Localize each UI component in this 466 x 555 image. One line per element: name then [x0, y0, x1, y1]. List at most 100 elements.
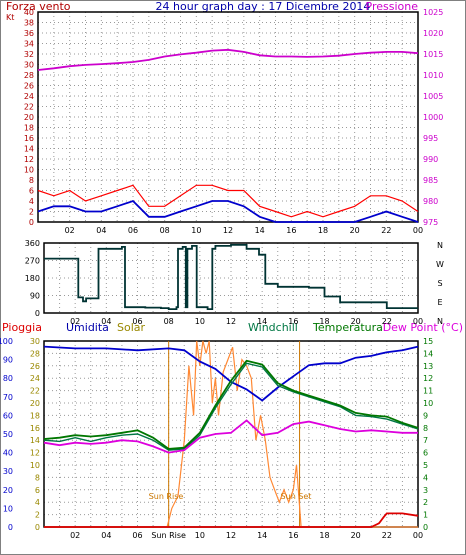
x-tick-label: 00: [413, 226, 423, 235]
left-tick-label: 22: [24, 103, 34, 112]
x-tick-label: 14: [257, 531, 267, 540]
x-tick-label: 04: [96, 226, 106, 235]
humidity-tick-label: 30: [3, 467, 13, 476]
humidity-tick-label: 10: [3, 504, 13, 513]
pressure-series: [37, 48, 419, 71]
temperature-tick-label: 10: [423, 399, 433, 408]
right-tick-label: 1000: [423, 113, 443, 122]
left-tick-label: 32: [24, 50, 34, 59]
plot-area: [37, 11, 419, 223]
x-tick-label: 02: [70, 531, 80, 540]
solar-series: [44, 340, 418, 528]
left-tick-label: 36: [24, 29, 34, 38]
x-tick-label: 00: [413, 531, 423, 540]
humidity-tick-label: 20: [3, 486, 13, 495]
solar-tick-label: 2: [35, 511, 40, 520]
wind-series: [37, 199, 419, 223]
temperature-tick-label: 11: [423, 387, 433, 396]
solar-tick-label: 24: [30, 374, 40, 383]
wind-direction-panel: 02 04 06 08 10 12 14 16 18 20 22 00 360 270 180 90 0 N W S E…: [25, 239, 444, 326]
humidity-series: [43, 345, 419, 402]
right-tick-label: 1005: [423, 92, 443, 101]
left-tick-label: 360: [25, 239, 40, 248]
left-tick-label: 2: [29, 208, 34, 217]
humidity-tick-label: 50: [3, 430, 13, 439]
x-tick-label: 00: [413, 317, 423, 326]
rain-label: Pioggia: [2, 321, 42, 334]
x-tick-label: 02: [65, 226, 75, 235]
left-tick-label: 34: [24, 40, 34, 49]
temperature-tick-label: 3: [423, 486, 428, 495]
wind-unit: Kt: [6, 13, 14, 22]
temperature-tick-label: 14: [423, 349, 433, 358]
x-tick-label: 04: [101, 317, 111, 326]
humidity-tick-label: 70: [3, 393, 13, 402]
x-tick-label: 10: [195, 531, 205, 540]
gust-series: [37, 184, 419, 218]
solar-tick-label: 16: [30, 424, 40, 433]
temperature-tick-label: 6: [423, 449, 428, 458]
compass-label: E: [437, 298, 442, 307]
solar-tick-label: 26: [30, 362, 40, 371]
solar-tick-label: 0: [35, 523, 40, 532]
left-tick-label: 20: [24, 113, 34, 122]
x-tick-label: 06: [132, 531, 142, 540]
x-tick-label: 10: [191, 226, 201, 235]
x-tick-label: 14: [257, 317, 267, 326]
solar-tick-label: 12: [30, 449, 40, 458]
right-tick-label: 990: [423, 155, 438, 164]
solar-tick-label: 30: [30, 337, 40, 346]
right-tick-label: 1015: [423, 50, 443, 59]
left-tick-label: 18: [24, 124, 34, 133]
temperature-tick-label: 8: [423, 424, 428, 433]
x-tick-label: 20: [350, 226, 360, 235]
humidity-tick-label: 90: [3, 356, 13, 365]
left-tick-label: 6: [29, 187, 34, 196]
wind-label: Forza vento: [6, 0, 71, 13]
x-tick-label: 08: [160, 226, 170, 235]
x-tick-label: 16: [288, 317, 298, 326]
left-tick-label: 90: [30, 292, 40, 301]
right-tick-label: 995: [423, 134, 438, 143]
sun-set-annotation: Sun Set: [281, 492, 312, 501]
humidity-tick-label: 40: [3, 449, 13, 458]
temperature-tick-label: 4: [423, 473, 428, 482]
solar-tick-label: 6: [35, 486, 40, 495]
x-tick-label: 18: [318, 226, 328, 235]
x-tick-label: 16: [288, 531, 298, 540]
left-tick-label: 14: [24, 145, 34, 154]
x-tick-label: Sun Rise: [151, 531, 186, 540]
humidity-tick-label: 60: [3, 411, 13, 420]
dewpoint-label: Dew Point (°C): [383, 321, 463, 334]
x-tick-label: 22: [382, 317, 392, 326]
x-tick-label: 12: [226, 317, 236, 326]
compass-label: N: [437, 317, 443, 326]
left-tick-label: 16: [24, 134, 34, 143]
temperature-series: [43, 359, 419, 450]
x-tick-label: 16: [286, 226, 296, 235]
temperature-tick-label: 7: [423, 436, 428, 445]
x-tick-label: 18: [319, 531, 329, 540]
solar-tick-label: 14: [30, 436, 40, 445]
x-tick-label: 10: [195, 317, 205, 326]
right-tick-label: 1025: [423, 8, 443, 17]
compass-label: W: [436, 260, 444, 269]
humidity-tick-label: 80: [3, 374, 13, 383]
left-tick-label: 12: [24, 155, 34, 164]
temperature-tick-label: 13: [423, 362, 433, 371]
x-tick-label: 08: [164, 317, 174, 326]
sun-rise-annotation: Sun Rise: [149, 492, 184, 501]
temperature-tick-label: 2: [423, 498, 428, 507]
x-tick-label: 12: [223, 226, 233, 235]
chart-title: 24 hour graph day : 17 Dicembre 2014: [156, 0, 371, 13]
compass-label: N: [437, 241, 443, 250]
temperature-tick-label: 0: [423, 523, 428, 532]
left-tick-label: 40: [24, 8, 34, 17]
dewpoint-series: [43, 419, 418, 454]
left-tick-label: 28: [24, 71, 34, 80]
compass-label: S: [437, 279, 442, 288]
left-tick-label: 270: [25, 257, 40, 266]
humidity-temperature-panel: 02 04 06 Sun Rise 10 12 14 16 18 20 22 001009080706…: [0, 337, 433, 540]
temperature-label: Temperatura: [312, 321, 383, 334]
